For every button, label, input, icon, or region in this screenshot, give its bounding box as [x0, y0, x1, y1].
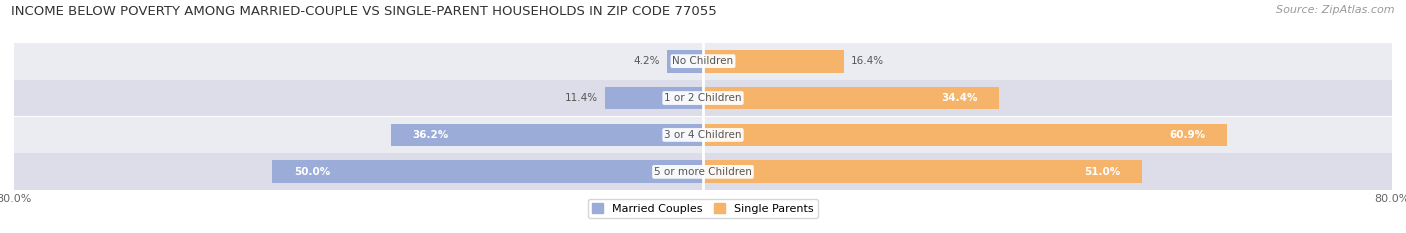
Text: 34.4%: 34.4%	[941, 93, 977, 103]
Text: 4.2%: 4.2%	[634, 56, 659, 66]
Text: 36.2%: 36.2%	[413, 130, 449, 140]
Text: 50.0%: 50.0%	[294, 167, 330, 177]
Text: No Children: No Children	[672, 56, 734, 66]
Bar	[703, 87, 1000, 110]
Text: 16.4%: 16.4%	[851, 56, 884, 66]
Bar	[273, 161, 703, 183]
Bar	[14, 80, 1392, 116]
Text: Source: ZipAtlas.com: Source: ZipAtlas.com	[1277, 5, 1395, 15]
Text: INCOME BELOW POVERTY AMONG MARRIED-COUPLE VS SINGLE-PARENT HOUSEHOLDS IN ZIP COD: INCOME BELOW POVERTY AMONG MARRIED-COUPL…	[11, 5, 717, 18]
Bar	[666, 50, 703, 72]
Text: 51.0%: 51.0%	[1084, 167, 1121, 177]
Text: 11.4%: 11.4%	[565, 93, 598, 103]
Bar	[14, 153, 1392, 190]
Bar	[703, 50, 844, 72]
Bar	[605, 87, 703, 110]
Text: 3 or 4 Children: 3 or 4 Children	[664, 130, 742, 140]
Text: 1 or 2 Children: 1 or 2 Children	[664, 93, 742, 103]
Text: 5 or more Children: 5 or more Children	[654, 167, 752, 177]
Bar	[14, 116, 1392, 153]
Bar	[703, 123, 1227, 146]
Text: 60.9%: 60.9%	[1170, 130, 1206, 140]
Bar	[391, 123, 703, 146]
Bar	[703, 161, 1142, 183]
Bar	[14, 43, 1392, 80]
Legend: Married Couples, Single Parents: Married Couples, Single Parents	[588, 199, 818, 218]
